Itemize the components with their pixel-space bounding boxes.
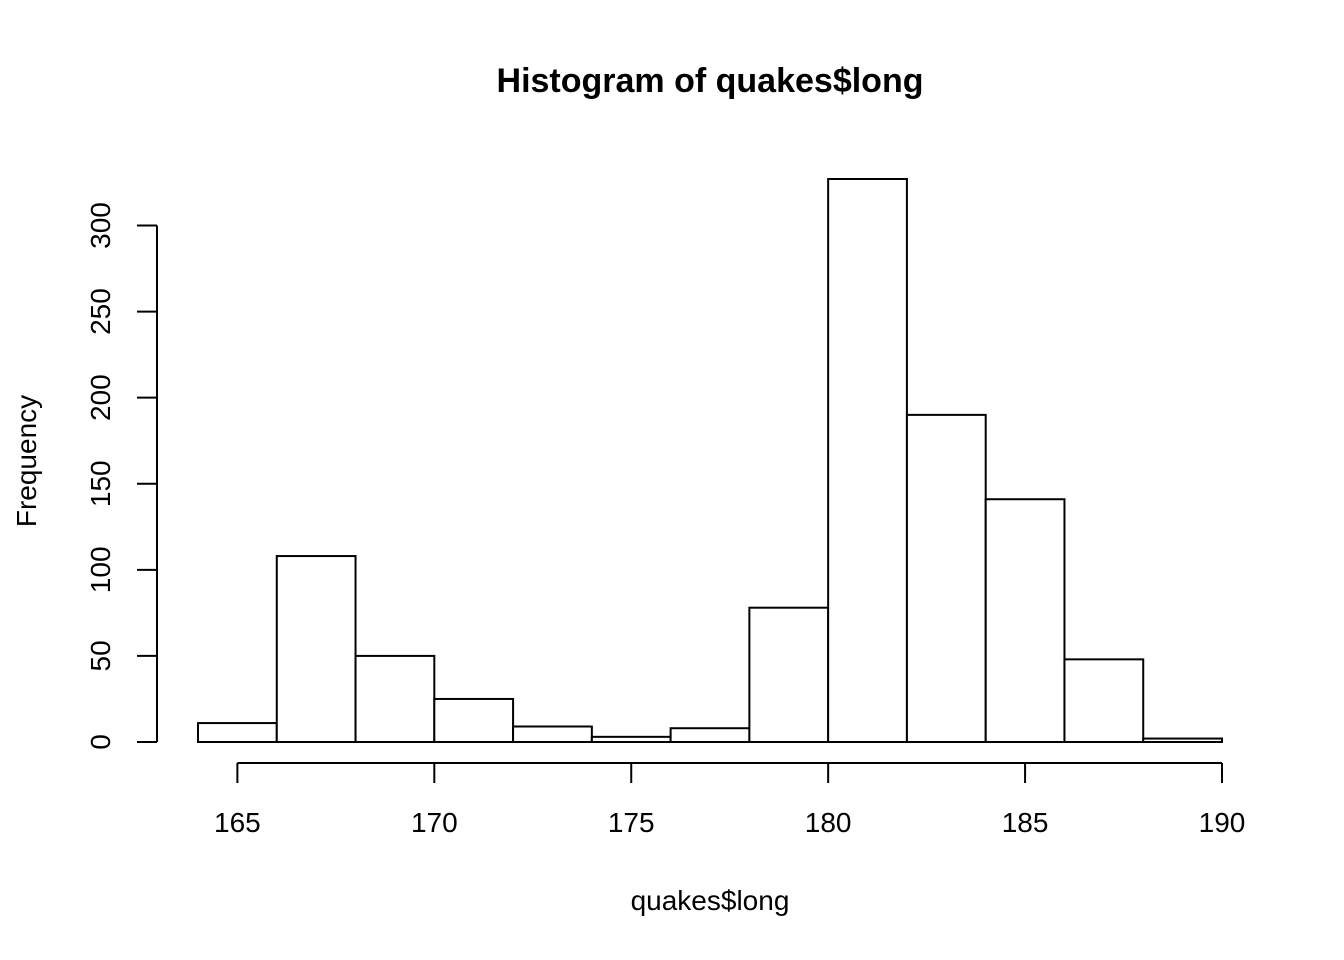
x-tick-label-3: 180 xyxy=(805,807,852,838)
x-tick-label-1: 170 xyxy=(411,807,458,838)
y-axis: 0 50 100 150 200 250 300 xyxy=(85,202,158,750)
histogram-bar-5 xyxy=(590,735,672,743)
histogram-bar-7 xyxy=(748,606,830,743)
y-axis-label: Frequency xyxy=(11,395,42,527)
y-tick-label-3: 150 xyxy=(85,460,116,507)
x-tick-label-2: 175 xyxy=(608,807,655,838)
x-tick-label-4: 185 xyxy=(1002,807,1049,838)
histogram-bar-12 xyxy=(1142,737,1223,744)
histogram-bar-4 xyxy=(512,725,593,743)
x-tick-label-0: 165 xyxy=(214,807,261,838)
x-axis: 165 170 175 180 185 190 xyxy=(214,762,1246,838)
y-tick-label-0: 0 xyxy=(85,734,116,750)
histogram-bar-10 xyxy=(984,498,1066,743)
histogram-bar-11 xyxy=(1063,658,1145,743)
y-tick-label-6: 300 xyxy=(85,202,116,249)
x-tick-label-5: 190 xyxy=(1199,807,1246,838)
histogram-bar-9 xyxy=(905,413,987,743)
histogram-bar-8 xyxy=(827,178,908,743)
chart-title: Histogram of quakes$long xyxy=(497,62,924,100)
histogram-bar-1 xyxy=(275,555,357,744)
y-tick-label-5: 250 xyxy=(85,288,116,335)
x-axis-label: quakes$long xyxy=(631,885,790,916)
y-tick-label-4: 200 xyxy=(85,374,116,421)
histogram-bar-3 xyxy=(433,697,515,744)
histogram-bar-0 xyxy=(197,722,278,743)
histogram-bar-6 xyxy=(669,727,751,744)
y-tick-label-2: 100 xyxy=(85,546,116,593)
bars-group xyxy=(197,178,1223,744)
histogram-bar-2 xyxy=(354,654,436,743)
y-tick-label-1: 50 xyxy=(85,640,116,671)
